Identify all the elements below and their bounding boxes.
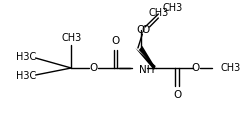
- Text: CH3: CH3: [163, 3, 183, 13]
- Text: CH3: CH3: [148, 8, 168, 18]
- Text: O: O: [141, 25, 149, 35]
- Text: CH3: CH3: [221, 63, 240, 73]
- Polygon shape: [139, 46, 156, 68]
- Text: CH3: CH3: [61, 33, 81, 43]
- Text: H3C: H3C: [16, 52, 36, 62]
- Polygon shape: [135, 48, 156, 70]
- Text: H3C: H3C: [16, 71, 36, 81]
- Text: O: O: [112, 36, 120, 46]
- Text: O: O: [192, 63, 200, 73]
- Text: NH: NH: [139, 65, 154, 75]
- Text: O: O: [137, 25, 145, 35]
- Text: O: O: [173, 90, 181, 100]
- Text: O: O: [89, 63, 97, 73]
